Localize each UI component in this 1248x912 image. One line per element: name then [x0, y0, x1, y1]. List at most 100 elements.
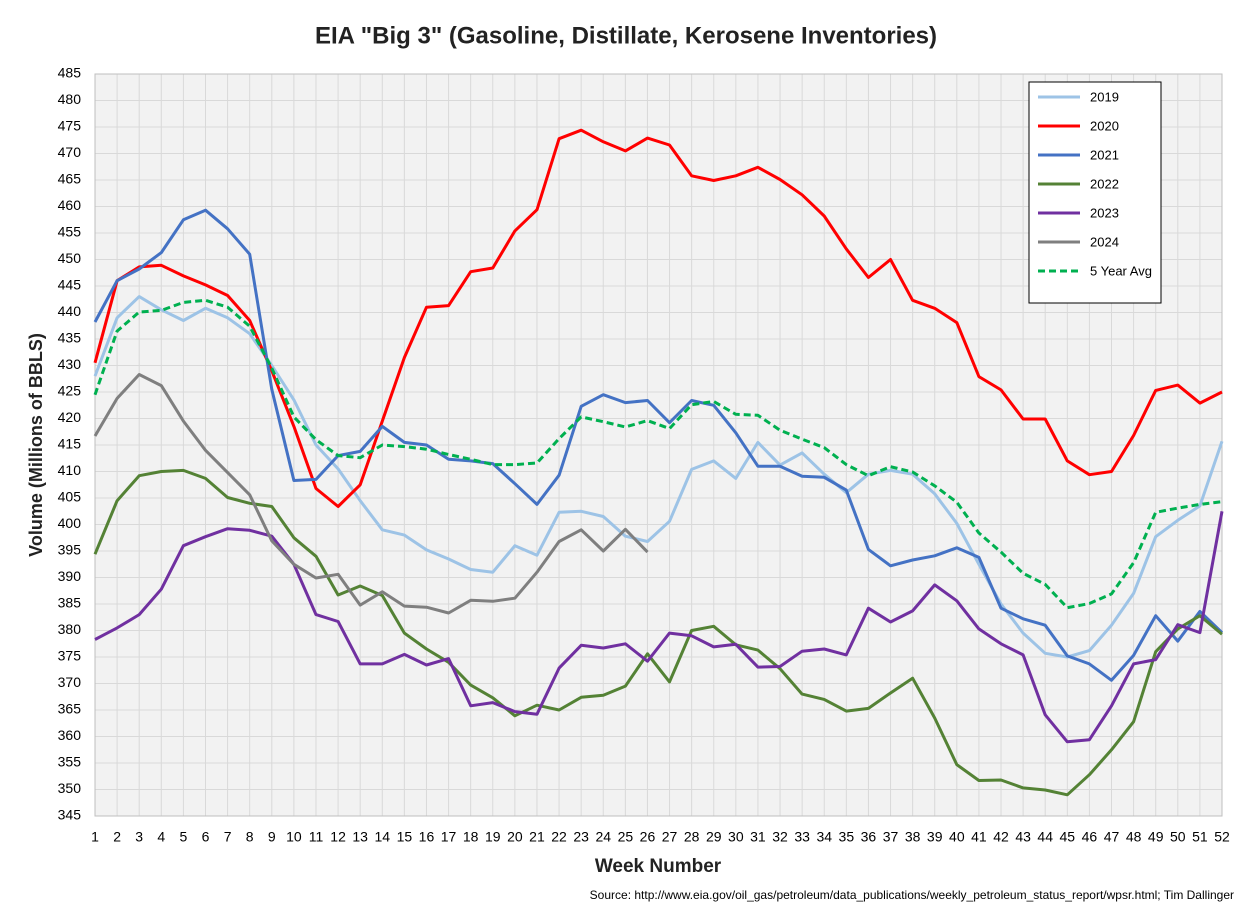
y-tick-label: 465	[58, 171, 82, 187]
y-tick-label: 375	[58, 648, 82, 664]
x-tick-label: 22	[551, 829, 567, 845]
y-tick-label: 400	[58, 515, 82, 531]
legend-label: 5 Year Avg	[1090, 263, 1152, 278]
x-tick-label: 48	[1126, 829, 1142, 845]
x-tick-label: 9	[268, 829, 276, 845]
y-tick-label: 360	[58, 727, 82, 743]
x-tick-label: 34	[816, 829, 832, 845]
x-tick-label: 52	[1214, 829, 1230, 845]
y-tick-label: 455	[58, 224, 82, 240]
y-tick-label: 380	[58, 621, 82, 637]
legend-label: 2024	[1090, 234, 1119, 249]
legend-label: 2022	[1090, 176, 1119, 191]
y-tick-label: 460	[58, 197, 82, 213]
x-tick-label: 8	[246, 829, 254, 845]
x-tick-label: 40	[949, 829, 965, 845]
x-tick-label: 31	[750, 829, 766, 845]
y-tick-label: 435	[58, 330, 82, 346]
y-tick-label: 355	[58, 754, 82, 770]
chart-title: EIA "Big 3" (Gasoline, Distillate, Keros…	[315, 22, 937, 49]
x-tick-label: 1	[91, 829, 99, 845]
y-tick-label: 415	[58, 436, 82, 452]
x-tick-label: 11	[309, 829, 324, 845]
series-line	[94, 511, 1224, 744]
source-note: Source: http://www.eia.gov/oil_gas/petro…	[590, 888, 1234, 902]
x-tick-label: 37	[883, 829, 899, 845]
x-tick-label: 14	[374, 829, 390, 845]
x-tick-label: 42	[993, 829, 1009, 845]
x-tick-label: 5	[179, 829, 187, 845]
y-tick-label: 430	[58, 356, 82, 372]
x-tick-label: 12	[330, 829, 346, 845]
x-tick-label: 2	[113, 829, 121, 845]
x-tick-label: 20	[507, 829, 523, 845]
series-line	[93, 295, 1224, 659]
y-tick-label: 390	[58, 568, 82, 584]
x-tick-label: 10	[286, 829, 302, 845]
x-tick-label: 19	[485, 829, 501, 845]
y-tick-label: 385	[58, 595, 82, 611]
lines	[93, 128, 1224, 797]
y-tick-label: 420	[58, 409, 82, 425]
x-axis-label: Week Number	[595, 856, 722, 877]
x-tick-label: 30	[728, 829, 744, 845]
y-tick-label: 485	[58, 65, 82, 81]
legend-label: 2020	[1090, 118, 1119, 133]
x-tick-label: 4	[157, 829, 165, 845]
x-tick-label: 15	[397, 829, 413, 845]
x-tick-label: 51	[1192, 829, 1208, 845]
x-tick-label: 23	[573, 829, 589, 845]
x-tick-label: 45	[1060, 829, 1076, 845]
y-tick-label: 475	[58, 118, 82, 134]
x-tick-label: 16	[419, 829, 435, 845]
x-tick-label: 7	[224, 829, 232, 845]
x-tick-label: 41	[971, 829, 987, 845]
y-tick-label: 395	[58, 542, 82, 558]
x-tick-label: 49	[1148, 829, 1164, 845]
y-tick-label: 470	[58, 144, 82, 160]
x-tick-label: 33	[794, 829, 810, 845]
y-tick-label: 345	[58, 807, 82, 823]
x-tick-label: 39	[927, 829, 943, 845]
y-tick-label: 370	[58, 674, 82, 690]
x-tick-label: 43	[1015, 829, 1031, 845]
x-tick-label: 46	[1082, 829, 1098, 845]
x-tick-label: 17	[441, 829, 457, 845]
x-tick-label: 47	[1104, 829, 1120, 845]
x-tick-label: 25	[618, 829, 634, 845]
y-tick-label: 450	[58, 250, 82, 266]
series-line	[93, 128, 1223, 508]
y-tick-label: 445	[58, 277, 82, 293]
x-tick-label: 27	[662, 829, 678, 845]
series-line	[93, 298, 1223, 610]
x-tick-label: 32	[772, 829, 788, 845]
x-tick-label: 24	[595, 829, 611, 845]
y-tick-label: 425	[58, 383, 82, 399]
legend: 2019 2020 2021 2022 2023 2024 5 Year Avg	[1028, 81, 1162, 304]
x-tick-label: 44	[1037, 829, 1053, 845]
x-tick-label: 18	[463, 829, 479, 845]
x-tick-label: 38	[905, 829, 921, 845]
x-tick-label: 26	[640, 829, 656, 845]
y-tick-label: 405	[58, 489, 82, 505]
x-tick-label: 29	[706, 829, 722, 845]
y-tick-label: 350	[58, 780, 82, 796]
series-line	[93, 373, 649, 615]
y-tick-label: 480	[58, 91, 82, 107]
x-tick-label: 21	[529, 829, 545, 845]
legend-box	[1028, 81, 1162, 304]
legend-label: 2019	[1090, 89, 1119, 104]
x-tick-label: 6	[202, 829, 210, 845]
x-tick-label: 50	[1170, 829, 1186, 845]
legend-label: 2021	[1090, 147, 1119, 162]
y-tick-label: 440	[58, 303, 82, 319]
series-line	[93, 468, 1223, 797]
x-tick-label: 13	[352, 829, 368, 845]
y-axis-label: Volume (Millions of BBLS)	[26, 333, 46, 557]
legend-label: 2023	[1090, 205, 1119, 220]
x-tick-label: 35	[839, 829, 855, 845]
y-tick-label: 365	[58, 701, 82, 717]
x-tick-label: 36	[861, 829, 877, 845]
series-line	[93, 208, 1224, 682]
